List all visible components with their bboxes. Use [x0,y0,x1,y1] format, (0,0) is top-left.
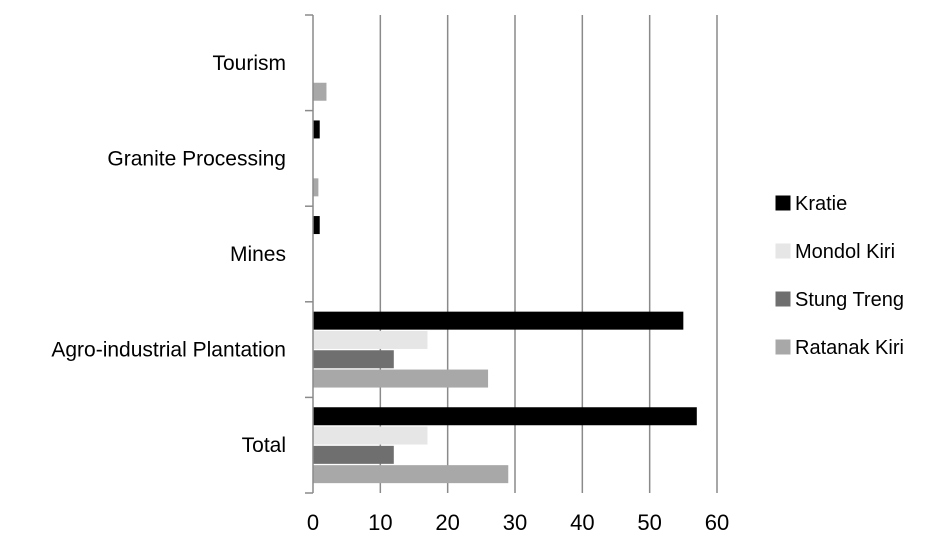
category-label: Total [242,434,286,457]
x-tick-label: 20 [435,510,459,535]
bar [313,465,509,484]
y-axis [305,14,314,494]
bar [313,426,428,445]
legend-swatch [775,195,791,211]
x-tick-labels: 0 10 20 30 40 50 60 [307,510,729,535]
legend-swatch [775,243,791,259]
legend-swatch [775,339,791,355]
bar [313,178,319,197]
x-tick-label: 10 [368,510,392,535]
legend-label: Stung Treng [795,289,904,311]
category-labels: Tourism Granite Processing Mines Agro-indus… [51,52,286,457]
category-label: Tourism [212,52,286,75]
category-label: Agro-industrial Plantation [51,339,286,362]
bar [313,407,697,426]
legend-label: Kratie [795,193,847,215]
bar [313,330,428,349]
bar [313,216,320,235]
x-tick-label: 50 [637,510,661,535]
x-tick-label: 0 [307,510,319,535]
legend-label: Ratanak Kiri [795,337,904,359]
bar [313,311,684,330]
x-tick-label: 40 [570,510,594,535]
legend: Kratie Mondol Kiri Stung Treng Ratanak Kiri [775,193,904,359]
legend-label: Mondol Kiri [795,241,895,263]
bar [313,120,320,139]
bar [313,82,327,101]
legend-swatch [775,291,791,307]
category-label: Mines [230,243,286,266]
bar [313,445,394,464]
x-tick-label: 30 [503,510,527,535]
x-tick-label: 60 [705,510,729,535]
bar [313,369,489,388]
bar [313,350,394,369]
bars [313,82,697,484]
category-label: Granite Processing [107,147,286,170]
